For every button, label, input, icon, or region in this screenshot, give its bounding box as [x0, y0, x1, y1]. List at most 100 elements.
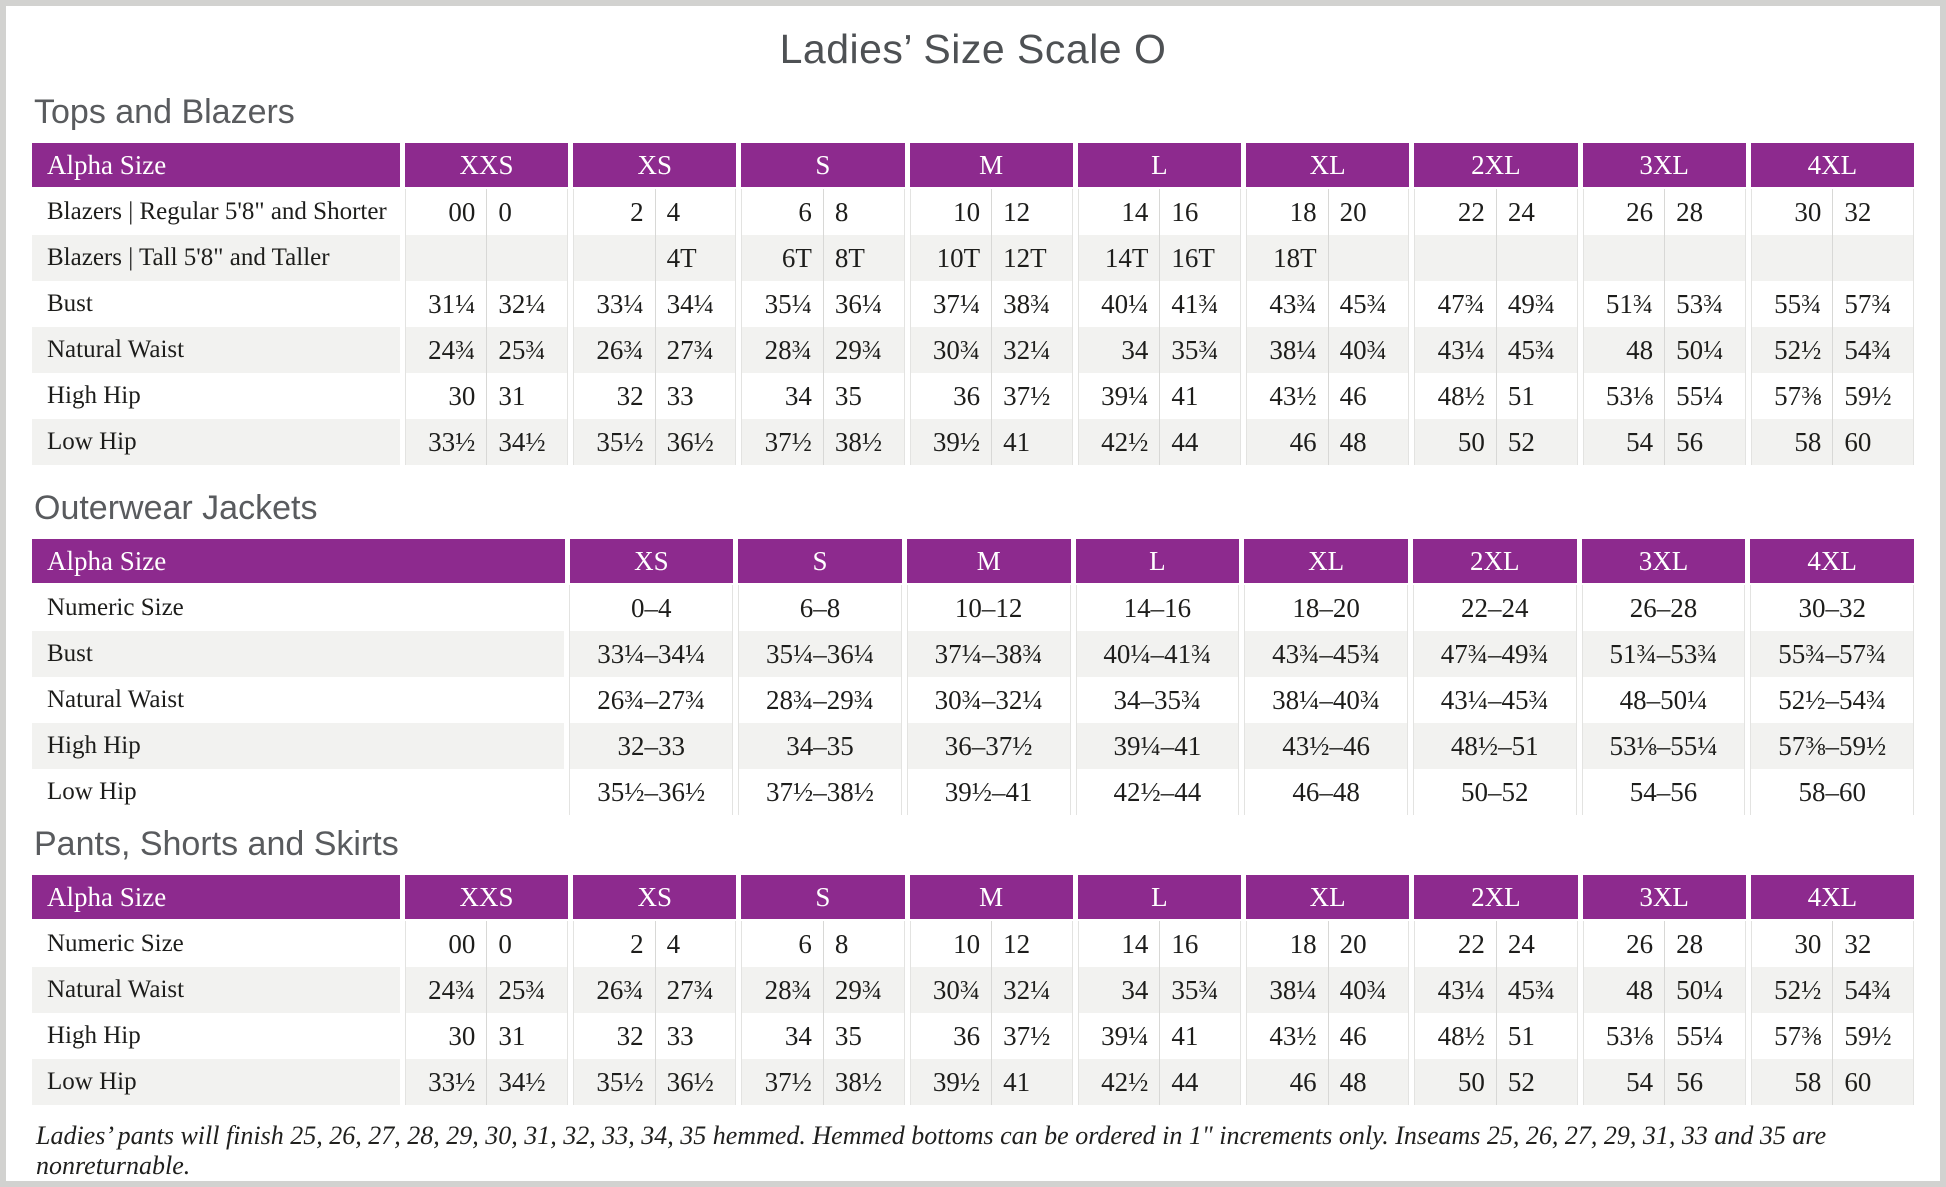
size-cell: 54 — [1583, 1059, 1665, 1105]
column-header: M — [909, 875, 1073, 919]
size-cell: 40¾ — [1327, 327, 1409, 373]
header-label: Alpha Size — [32, 539, 565, 583]
size-cell: 53¾ — [1664, 281, 1745, 327]
size-cell: 00 — [448, 196, 476, 227]
size-cell: 48 — [1583, 327, 1665, 373]
size-cell: 41¾ — [1159, 281, 1240, 327]
size-cell: 35¼–36¼ — [738, 631, 902, 677]
size-cell: 8 — [822, 189, 904, 235]
table-row: Natural Waist 24¾ 25¾ 26¾ 27¾ 28¾ 29¾ 30¾ 32¼ 34 3… — [32, 967, 1915, 1013]
size-cell: 37½ — [991, 1013, 1072, 1059]
size-cell: 39½ — [910, 419, 992, 465]
size-group: 46 48 — [1246, 419, 1410, 465]
header-label: Alpha Size — [32, 875, 400, 919]
size-cell: 22 — [1457, 196, 1485, 227]
size-cell: 30–32 — [1750, 585, 1915, 631]
column-header: 2XL — [1414, 875, 1578, 919]
section-heading: Pants, Shorts and Skirts — [34, 825, 399, 863]
size-cell: 42½ — [1078, 1059, 1160, 1105]
size-cell: 59½ — [1832, 373, 1913, 419]
table-row: Bust 31¼ 32¼ 33¼ 34¼ 35¼ 36¼ 37¼ 38¾ 40¼ 41¾ 43¾ 45¾… — [32, 281, 1915, 327]
section-heading: Tops and Blazers — [34, 93, 295, 131]
size-group: 31¼ 32¼ — [404, 281, 569, 327]
size-group: 22 24 — [1414, 189, 1578, 235]
size-group: 43½ 46 — [1246, 373, 1410, 419]
header-row: Alpha Size XXS XS S M L XL 2XL 3XL 4XL — [32, 875, 1914, 919]
size-cell: 6 — [798, 196, 812, 227]
size-group: 18T — [1246, 235, 1410, 281]
size-cell: 56 — [1664, 419, 1745, 465]
size-cell: 32 — [1832, 921, 1913, 967]
size-cell: 49¾ — [1495, 281, 1577, 327]
size-cell: 43½ — [1269, 1020, 1317, 1051]
size-cell: 35 — [822, 373, 904, 419]
size-group: 37½ 38½ — [741, 1059, 905, 1105]
size-cell: 35½ — [574, 419, 655, 465]
size-cell: 39¼ — [1101, 380, 1149, 411]
size-group: 34 35 — [741, 1013, 905, 1059]
size-group: 37¼ 38¾ — [909, 281, 1073, 327]
column-header: L — [1077, 143, 1242, 187]
size-cell: 48½ — [1437, 380, 1485, 411]
size-group: 38¼ 40¾ — [1246, 327, 1410, 373]
size-group — [1750, 235, 1915, 281]
row-label: Blazers | Regular 5'8" and Shorter — [47, 198, 387, 225]
size-cell — [405, 235, 487, 281]
size-cell: 39½ — [910, 1059, 992, 1105]
size-group: 57⅜ 59½ — [1750, 373, 1915, 419]
size-group: 42½ 44 — [1077, 419, 1242, 465]
size-cell: 41 — [991, 419, 1072, 465]
column-header: XL — [1246, 143, 1410, 187]
size-cell: 28 — [1664, 189, 1745, 235]
size-cell: 48½ — [1437, 1020, 1485, 1051]
row-label: High Hip — [32, 723, 565, 769]
size-cell: 2 — [630, 196, 644, 227]
size-group: 10T 12T — [909, 235, 1073, 281]
row-label: Low Hip — [47, 778, 137, 805]
size-group: 00 0 — [404, 189, 569, 235]
size-cell: 41 — [1159, 1013, 1240, 1059]
size-cell: 43½ — [1269, 380, 1317, 411]
size-group: 47¾ 49¾ — [1414, 281, 1578, 327]
size-group: 34 35¾ — [1077, 327, 1242, 373]
size-cell: 35¾ — [1159, 327, 1241, 373]
size-cell: 29¾ — [822, 327, 904, 373]
header-label: Alpha Size — [32, 143, 400, 187]
size-group: 58 60 — [1750, 1059, 1915, 1105]
size-group: 57⅜ 59½ — [1750, 1013, 1915, 1059]
size-cell: 39½–41 — [906, 769, 1071, 815]
size-cell: 12T — [991, 235, 1072, 281]
size-cell: 57⅜ — [1774, 1020, 1822, 1051]
size-cell: 31¼ — [428, 288, 476, 319]
row-label: Bust — [47, 290, 93, 317]
size-cell: 37½ — [742, 1059, 823, 1105]
size-cell: 58 — [1751, 1059, 1833, 1105]
size-group: 42½ 44 — [1077, 1059, 1242, 1105]
size-cell: 35 — [822, 1013, 904, 1059]
size-cell: 6T — [742, 235, 823, 281]
size-cell: 32¼ — [486, 281, 567, 327]
size-group: 52½ 54¾ — [1750, 327, 1915, 373]
size-cell: 59½ — [1832, 1013, 1913, 1059]
size-cell: 34¼ — [654, 281, 736, 327]
row-label: Natural Waist — [47, 686, 185, 713]
size-cell: 34–35 — [738, 723, 902, 769]
size-group: 00 0 — [404, 921, 569, 967]
row-label: Numeric Size — [47, 930, 184, 957]
size-group: 54 56 — [1582, 419, 1746, 465]
size-cell: 53⅛ — [1605, 380, 1654, 411]
size-cell: 14–16 — [1075, 585, 1240, 631]
size-group: 50 52 — [1414, 1059, 1578, 1105]
size-cell: 55¾–57¾ — [1750, 631, 1915, 677]
size-group: 36 37½ — [909, 373, 1073, 419]
row-label: High Hip — [47, 382, 141, 409]
size-cell: 32 — [616, 380, 644, 411]
size-table: Alpha Size XXS XS S M L XL 2XL 3XL 4XL Numeric Siz… — [32, 875, 1915, 1105]
size-group: 34 35 — [741, 373, 905, 419]
size-group: 35½ 36½ — [573, 1059, 737, 1105]
size-group — [1414, 235, 1578, 281]
header-row: Alpha Size XXS XS S M L XL 2XL 3XL 4XL — [32, 143, 1914, 187]
column-header: S — [741, 143, 905, 187]
section-pants-shorts-skirts: Pants, Shorts and Skirts Alpha Size XXS XS S… — [32, 825, 1915, 1105]
